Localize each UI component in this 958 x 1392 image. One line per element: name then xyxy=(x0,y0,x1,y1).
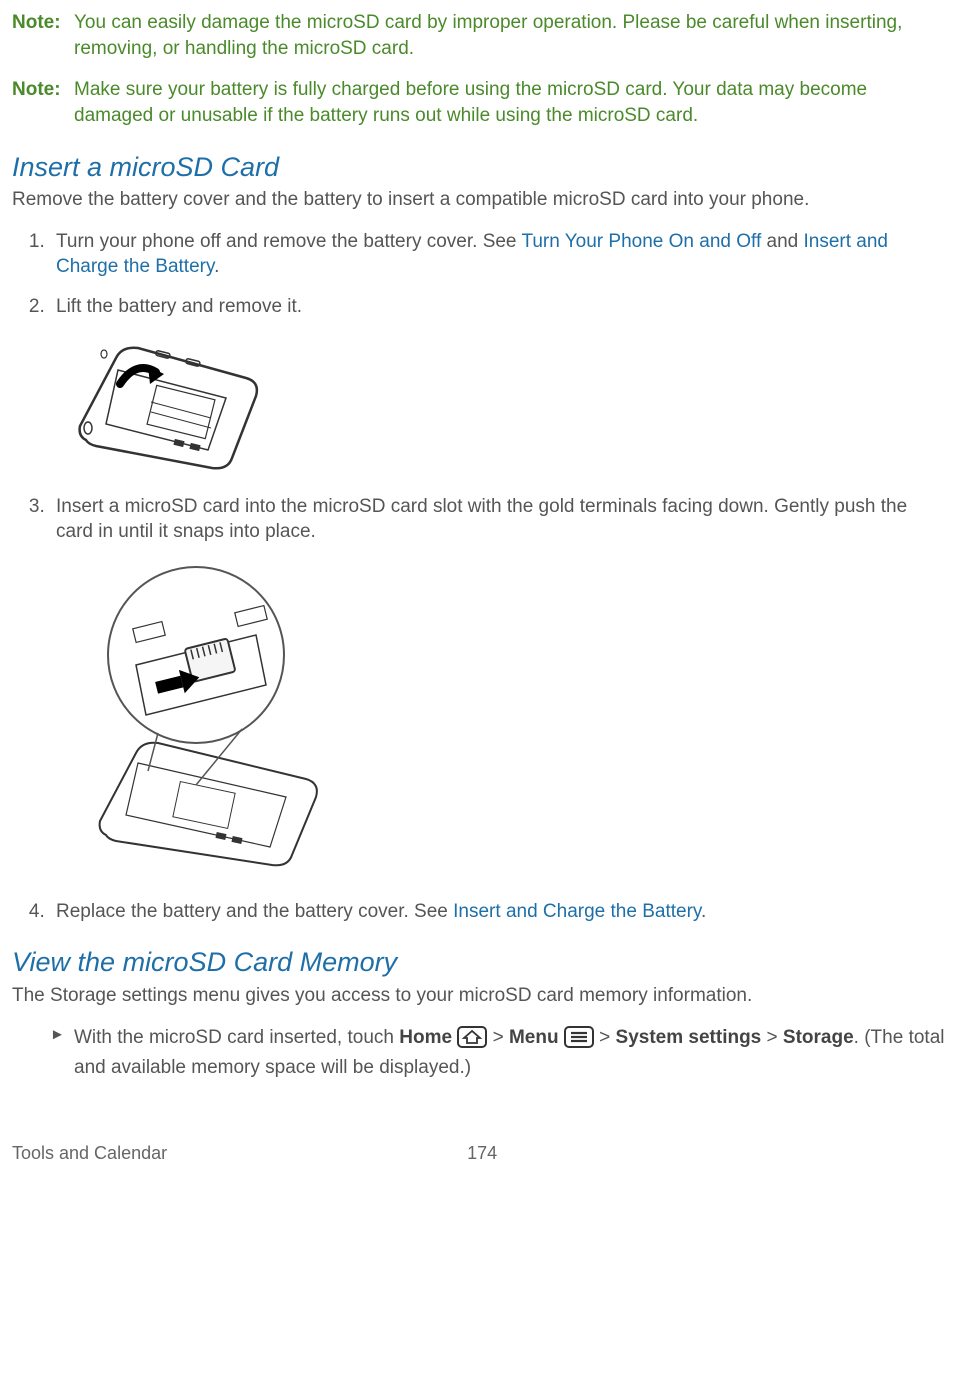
step-text: Insert a microSD card into the microSD c… xyxy=(56,496,907,543)
figure-insert-card xyxy=(56,555,946,885)
label-system-settings: System settings xyxy=(616,1027,762,1048)
home-icon xyxy=(457,1026,487,1056)
footer-page-number: 174 xyxy=(467,1141,497,1165)
bullet-marker: ► xyxy=(50,1025,74,1081)
step-2: Lift the battery and remove it. xyxy=(50,294,946,480)
separator: > xyxy=(487,1027,509,1048)
link-turn-phone-on-off[interactable]: Turn Your Phone On and Off xyxy=(521,231,761,252)
step-text: . xyxy=(701,901,706,922)
footer-section-title: Tools and Calendar xyxy=(12,1141,167,1165)
step-text: . xyxy=(214,256,219,277)
link-insert-charge-battery[interactable]: Insert and Charge the Battery xyxy=(453,901,701,922)
note-text: Make sure your battery is fully charged … xyxy=(74,77,946,128)
figure-remove-battery xyxy=(56,330,946,480)
separator: > xyxy=(594,1027,616,1048)
step-4: Replace the battery and the battery cove… xyxy=(50,899,946,925)
step-text: Turn your phone off and remove the batte… xyxy=(56,231,521,252)
note-2: Note: Make sure your battery is fully ch… xyxy=(12,77,946,128)
bullet-text: With the microSD card inserted, touch Ho… xyxy=(74,1025,946,1081)
label-menu: Menu xyxy=(509,1027,559,1048)
intro-insert: Remove the battery cover and the battery… xyxy=(12,187,946,213)
note-text: You can easily damage the microSD card b… xyxy=(74,10,946,61)
steps-list: Turn your phone off and remove the batte… xyxy=(50,229,946,925)
step-text: Lift the battery and remove it. xyxy=(56,296,302,317)
separator: > xyxy=(761,1027,783,1048)
step-text: and xyxy=(761,231,803,252)
note-label: Note: xyxy=(12,77,74,128)
page-footer: Tools and Calendar 174 xyxy=(12,1141,946,1165)
label-storage: Storage xyxy=(783,1027,854,1048)
instruction-bullet: ► With the microSD card inserted, touch … xyxy=(50,1025,946,1081)
step-text: Replace the battery and the battery cove… xyxy=(56,901,453,922)
text: With the microSD card inserted, touch xyxy=(74,1027,399,1048)
note-label: Note: xyxy=(12,10,74,61)
menu-icon xyxy=(564,1026,594,1056)
label-home: Home xyxy=(399,1027,452,1048)
step-1: Turn your phone off and remove the batte… xyxy=(50,229,946,280)
heading-view-memory: View the microSD Card Memory xyxy=(12,944,946,980)
intro-view-memory: The Storage settings menu gives you acce… xyxy=(12,983,946,1009)
heading-insert-microsd: Insert a microSD Card xyxy=(12,149,946,185)
step-3: Insert a microSD card into the microSD c… xyxy=(50,494,946,885)
note-1: Note: You can easily damage the microSD … xyxy=(12,10,946,61)
